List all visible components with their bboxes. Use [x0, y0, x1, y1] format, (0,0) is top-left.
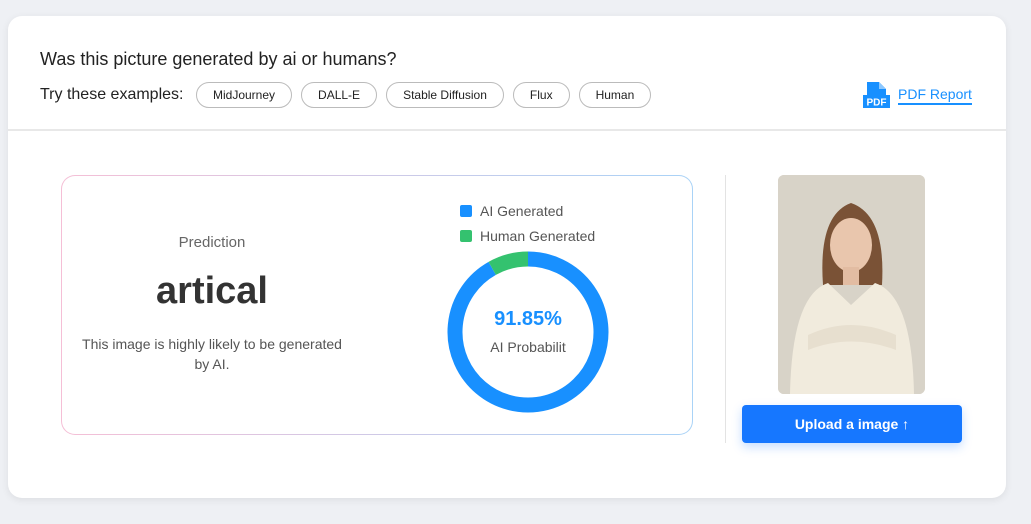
pdf-report-label[interactable]: PDF Report [898, 86, 972, 105]
legend-ai: AI Generated [460, 198, 595, 223]
donut-value: 91.85% [494, 308, 562, 330]
vertical-divider [725, 175, 726, 443]
example-flux[interactable]: Flux [512, 82, 570, 108]
example-midjourney[interactable]: MidJourney [196, 82, 293, 108]
donut-segment-human [488, 251, 529, 276]
legend-human: Human Generated [460, 223, 595, 248]
legend-swatch-human [460, 229, 472, 242]
pdf-file-icon: PDF [863, 82, 890, 108]
donut-segment-ai [447, 251, 609, 413]
prediction-panel: Prediction artical This image is highly … [61, 175, 693, 435]
svg-text:PDF: PDF [867, 98, 887, 109]
probability-donut [447, 251, 609, 413]
prediction-value: artical [156, 270, 268, 312]
legend-swatch-ai [460, 204, 472, 217]
prediction-label: Prediction [178, 234, 246, 251]
example-stable-diffusion[interactable]: Stable Diffusion [386, 82, 504, 108]
examples-label: Try these examples: [40, 86, 184, 103]
upload-image-button[interactable]: Upload a image ↑ [742, 405, 962, 443]
detector-card: Was this picture generated by ai or huma… [8, 16, 1006, 498]
prediction-description: This image is highly likely to be genera… [82, 336, 342, 372]
example-chips: MidJourney DALL-E Stable Diffusion Flux … [196, 82, 652, 108]
example-dall-e[interactable]: DALL-E [301, 82, 378, 108]
header-divider [8, 129, 1006, 131]
uploaded-image-preview [778, 175, 925, 394]
donut-label: AI Probabilit [490, 339, 566, 355]
page-question: Was this picture generated by ai or huma… [40, 49, 397, 69]
pdf-report-link[interactable]: PDF PDF Report [863, 82, 972, 108]
example-human[interactable]: Human [578, 82, 652, 108]
chart-legend: AI Generated Human Generated [460, 198, 595, 248]
